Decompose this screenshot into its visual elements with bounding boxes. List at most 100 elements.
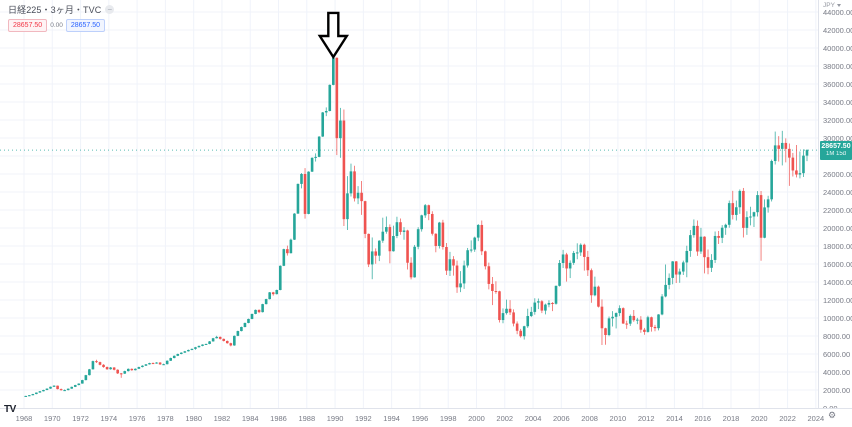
price-tick-label: 20000.00 bbox=[823, 224, 852, 233]
candle-body bbox=[63, 390, 66, 392]
candle-body bbox=[466, 250, 469, 266]
candle-body bbox=[293, 213, 296, 240]
candle-body bbox=[561, 254, 565, 264]
price-tick-label: 32000.00 bbox=[823, 116, 852, 125]
candle-body bbox=[300, 174, 303, 184]
year-tick-label: 1986 bbox=[270, 414, 287, 423]
candle-body bbox=[529, 311, 533, 317]
price-tick-label: 26000.00 bbox=[823, 170, 852, 179]
candle-body bbox=[780, 142, 784, 149]
candle-body bbox=[374, 251, 378, 256]
candle-body bbox=[31, 394, 35, 396]
candle-body bbox=[123, 371, 127, 374]
candle-body bbox=[377, 240, 381, 256]
candle-body bbox=[250, 313, 254, 319]
candle-body bbox=[229, 343, 233, 346]
candle-body bbox=[84, 375, 88, 381]
time-axis[interactable]: 1968 1970 1972 1974 1976 1978 1980 1982 1984 1986… bbox=[0, 408, 852, 427]
last-price-badge: 28657.50 1M 15d bbox=[820, 141, 852, 160]
candle-body bbox=[254, 309, 257, 314]
candle-body bbox=[441, 222, 445, 248]
price-tick-label: 14000.00 bbox=[823, 278, 852, 287]
candle-body bbox=[671, 261, 674, 278]
candle-body bbox=[278, 265, 282, 290]
year-tick-label: 2020 bbox=[750, 414, 768, 423]
price-tick-label: 4000.00 bbox=[823, 368, 851, 377]
candle-body bbox=[360, 192, 363, 202]
sell-button[interactable]: 28657.50 bbox=[8, 19, 48, 33]
candle-body bbox=[28, 395, 31, 397]
candle-body bbox=[575, 252, 579, 254]
candle-body bbox=[788, 148, 791, 158]
candle-body bbox=[77, 383, 81, 386]
candle-body bbox=[66, 388, 70, 391]
candle-body bbox=[56, 385, 59, 390]
candle-body bbox=[795, 170, 798, 175]
candle-body bbox=[240, 327, 243, 332]
price-tick-label: 2000.00 bbox=[823, 386, 851, 395]
year-tick-label: 1976 bbox=[128, 414, 146, 423]
price-tick-label: 44000.00 bbox=[823, 8, 852, 17]
price-axis[interactable]: JPY 28657.50 1M 15d 44000.00 42000.00 4000… bbox=[818, 0, 852, 413]
candle-body bbox=[307, 171, 310, 214]
candle-body bbox=[264, 299, 268, 305]
candle-body bbox=[501, 313, 505, 321]
year-tick-label: 1984 bbox=[241, 414, 259, 423]
candle-body bbox=[148, 363, 151, 365]
year-tick-label: 1980 bbox=[185, 414, 203, 423]
candle-body bbox=[332, 57, 335, 85]
down-arrow-annotation bbox=[317, 11, 350, 60]
price-tick-label: 38000.00 bbox=[823, 62, 852, 71]
candle-body bbox=[187, 349, 190, 352]
candle-body bbox=[52, 385, 56, 387]
year-tick-label: 1974 bbox=[100, 414, 118, 423]
candle-body bbox=[462, 265, 466, 284]
candle-body bbox=[356, 192, 360, 199]
candle-body bbox=[275, 289, 279, 295]
candle-body bbox=[346, 193, 349, 220]
candle-body bbox=[540, 301, 544, 311]
candle-body bbox=[639, 319, 643, 330]
year-tick-label: 2002 bbox=[496, 414, 514, 423]
candle-body bbox=[770, 161, 773, 200]
currency-label[interactable]: JPY bbox=[823, 2, 841, 9]
price-tick-label: 6000.00 bbox=[823, 350, 851, 359]
candle-body bbox=[225, 340, 229, 344]
candle-body bbox=[105, 367, 109, 370]
candle-body bbox=[349, 171, 353, 194]
price-tick-label: 34000.00 bbox=[823, 98, 852, 107]
symbol-title[interactable]: 日経225・3ヶ月・TVC bbox=[8, 5, 102, 15]
candle-body bbox=[296, 183, 300, 214]
gear-icon[interactable]: ⚙ bbox=[828, 410, 837, 420]
candle-body bbox=[119, 373, 123, 375]
candle-body bbox=[526, 316, 530, 327]
legend-collapse-icon[interactable]: – bbox=[105, 5, 115, 14]
year-tick-label: 1994 bbox=[383, 414, 400, 423]
buy-button[interactable]: 28657.50 bbox=[65, 19, 106, 33]
candle-body bbox=[763, 207, 766, 238]
candle-body bbox=[515, 323, 519, 331]
year-tick-label: 1988 bbox=[298, 414, 316, 423]
candle-body bbox=[423, 205, 427, 216]
year-tick-label: 2004 bbox=[524, 414, 542, 423]
price-tick-label: 36000.00 bbox=[823, 80, 852, 89]
tradingview-logo[interactable]: TV bbox=[4, 404, 16, 415]
candle-body bbox=[328, 84, 332, 111]
candle-body bbox=[727, 203, 731, 225]
candle-body bbox=[706, 257, 710, 268]
candle-body bbox=[621, 308, 625, 324]
candle-body bbox=[416, 229, 420, 247]
candle-body bbox=[452, 259, 455, 266]
candle-body bbox=[282, 249, 286, 266]
candle-body bbox=[399, 222, 402, 232]
candle-body bbox=[261, 304, 264, 313]
chevron-down-icon bbox=[836, 4, 841, 7]
candle-body bbox=[409, 262, 413, 278]
price-tick-label: 18000.00 bbox=[823, 242, 852, 251]
candle-body bbox=[735, 207, 738, 215]
candle-body bbox=[742, 190, 745, 228]
candle-body bbox=[180, 352, 183, 354]
candle-body bbox=[681, 262, 685, 272]
candle-body bbox=[636, 319, 639, 321]
